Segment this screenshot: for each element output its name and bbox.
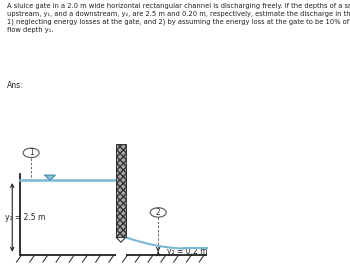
Text: 1: 1 xyxy=(29,148,34,157)
Text: Ans:: Ans: xyxy=(7,81,24,90)
Text: A sluice gate in a 2.0 m wide horizontal rectangular channel is discharging free: A sluice gate in a 2.0 m wide horizontal… xyxy=(7,3,350,33)
Text: y₁ = 2.5 m: y₁ = 2.5 m xyxy=(5,213,45,222)
Bar xyxy=(116,144,126,237)
Text: y₂ = 0.2 m: y₂ = 0.2 m xyxy=(167,247,207,256)
Text: 2: 2 xyxy=(156,208,161,217)
Polygon shape xyxy=(45,175,55,180)
